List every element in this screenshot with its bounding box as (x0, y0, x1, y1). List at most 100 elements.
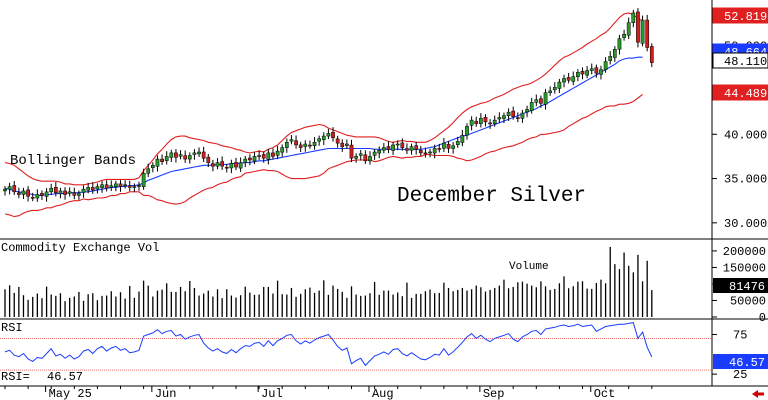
candle-body (95, 186, 100, 190)
rsi-panel-title: RSI (1, 321, 23, 335)
candle-body (197, 151, 201, 155)
volume-axis-tick-label: 200000 (723, 245, 766, 259)
candle-body (187, 155, 192, 160)
candle-body (150, 165, 155, 169)
candle-body (155, 158, 160, 167)
candle-body (599, 69, 603, 75)
candle-body (248, 157, 252, 161)
candle-body (298, 144, 303, 148)
candle-body (229, 163, 234, 169)
candle-body (377, 149, 382, 154)
candle-body (58, 190, 63, 195)
candle-body (317, 138, 322, 142)
x-axis-tick-label: Aug (372, 387, 394, 400)
price-badge-value: 52.819 (724, 10, 767, 24)
candle-body (53, 186, 58, 193)
candle-body (289, 139, 294, 142)
candle-body (358, 153, 363, 156)
price-badge (712, 7, 768, 24)
candle-body (49, 188, 54, 193)
chart-title: December Silver (397, 185, 586, 208)
x-axis-tick-label: Sep (483, 387, 505, 400)
candle-body (63, 190, 67, 195)
candle-body (455, 141, 460, 145)
candle-body (331, 132, 335, 139)
candle-body (183, 155, 188, 160)
price-badge-value: 44.489 (724, 87, 767, 101)
candle-body (400, 142, 405, 148)
volume-axis-tick-label: 50000 (730, 294, 766, 308)
price-axis-tick-label: 40.000 (724, 128, 767, 142)
volume-axis-tick-label: 150000 (723, 261, 766, 275)
x-axis-tick-label: Jul (261, 387, 283, 400)
x-axis-tick-label: Oct (594, 387, 616, 400)
candle-body (137, 185, 141, 187)
candle-body (132, 186, 137, 188)
candle-body (280, 147, 285, 153)
candle-body (234, 162, 238, 168)
candle-body (294, 140, 298, 146)
candle-body (391, 144, 395, 151)
candle-body (201, 151, 206, 159)
candle-body (141, 172, 146, 187)
candle-body (469, 119, 474, 126)
candle-body (252, 156, 257, 162)
rsi-axis-tick-label: 75 (733, 328, 747, 342)
candle-body (603, 61, 608, 70)
candle-body (617, 38, 622, 50)
candle-body (460, 134, 465, 143)
price-badge-value: 48.110 (724, 55, 767, 69)
candle-body (520, 112, 525, 119)
volume-axis-tick-label: 0 (759, 311, 766, 325)
candle-body (381, 147, 386, 151)
bollinger-upper-band (4, 12, 643, 186)
candle-body (67, 191, 72, 194)
candle-body (515, 117, 520, 119)
candle-body (645, 19, 650, 48)
candle-body (446, 143, 451, 149)
candle-body (636, 11, 640, 43)
rsi-readout-value: 46.57 (47, 370, 83, 384)
candle-body (164, 156, 169, 161)
rsi-axis-tick-label: 25 (733, 368, 747, 382)
rsi-readout-label: RSI= (1, 370, 30, 384)
candle-body (349, 144, 354, 159)
candle-body (340, 142, 345, 147)
candle-body (238, 162, 243, 169)
candle-body (492, 119, 497, 124)
candle-body (497, 117, 502, 120)
overlay-label: Bollinger Bands (10, 153, 136, 169)
candle-body (437, 148, 442, 150)
volume-last-value: 81476 (729, 280, 765, 294)
candle-body (261, 154, 266, 159)
candle-body (525, 109, 529, 113)
candle-body (44, 191, 49, 197)
candle-body (442, 142, 446, 149)
candle-body (432, 148, 437, 154)
volume-series-label: Volume (509, 261, 549, 273)
rsi-line (4, 322, 653, 367)
candle-body (271, 152, 275, 157)
rsi-last-value: 46.57 (729, 356, 765, 370)
candle-body (372, 151, 377, 156)
candle-body (451, 145, 455, 149)
candle-body (506, 111, 511, 116)
candle-body (483, 117, 488, 123)
candle-body (21, 190, 26, 195)
price-badge (712, 52, 768, 69)
candle-body (626, 22, 631, 36)
candle-body (539, 98, 543, 104)
candle-body (123, 184, 127, 187)
candle-body (479, 118, 483, 124)
candle-body (354, 156, 358, 159)
candle-body (580, 70, 585, 75)
candle-body (243, 158, 248, 163)
candle-body (26, 189, 30, 197)
candle-body (104, 184, 109, 189)
candle-body (395, 143, 400, 146)
candle-body (211, 163, 215, 167)
candle-body (169, 152, 174, 158)
bollinger-lower-band (4, 93, 643, 218)
volume-last-badge (713, 278, 768, 293)
